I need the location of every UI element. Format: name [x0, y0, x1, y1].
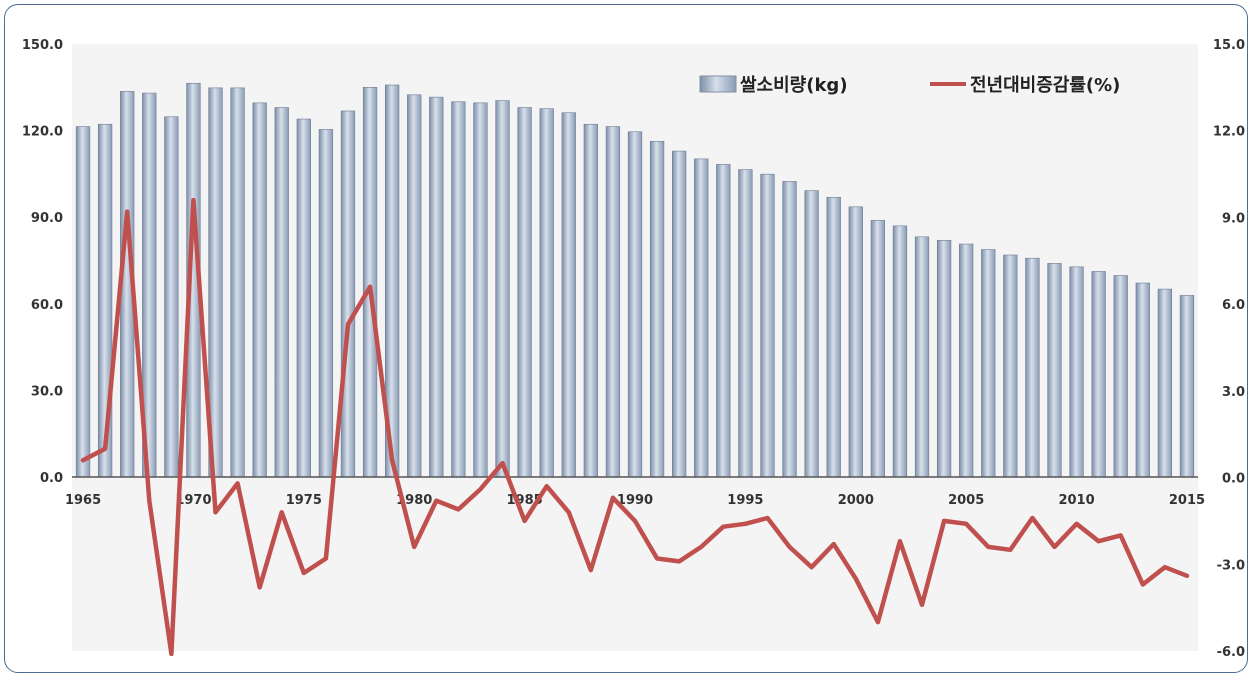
x-tick-label: 2005 — [948, 493, 984, 508]
bar-2004 — [936, 239, 952, 478]
bar-1993 — [694, 158, 709, 478]
bar-2003 — [914, 236, 930, 478]
bar-2011 — [1091, 271, 1106, 478]
bar-1984 — [495, 100, 510, 478]
legend: 쌀소비량(kg) 전년대비증감률(%) — [699, 75, 1120, 96]
bar-1995 — [738, 169, 753, 478]
bar-1991 — [649, 140, 665, 478]
right-tick-label: 12.0 — [1213, 125, 1245, 140]
bar-1975 — [296, 118, 311, 478]
x-tick-label: 1995 — [727, 493, 763, 508]
bar-2006 — [981, 249, 996, 478]
left-axis: 0.0 30.0 60.0 90.0 120.0 150.0 — [22, 38, 63, 486]
bar-2013 — [1135, 282, 1150, 478]
bar-2000 — [848, 206, 863, 478]
right-tick-label: 9.0 — [1222, 211, 1245, 226]
bar-2007 — [1003, 254, 1018, 478]
right-tick-label: -3.0 — [1217, 558, 1245, 573]
bar-2008 — [1025, 257, 1040, 478]
left-tick-label: 60.0 — [31, 298, 63, 313]
bar-1987 — [561, 112, 576, 478]
bar-1990 — [627, 131, 643, 478]
x-tick-label: 1965 — [65, 493, 101, 508]
left-tick-label: 150.0 — [22, 38, 63, 53]
bar-1966 — [97, 123, 113, 478]
right-tick-label: 15.0 — [1213, 38, 1245, 53]
bar-1972 — [230, 87, 245, 478]
right-tick-label: 0.0 — [1222, 472, 1245, 487]
bar-1976 — [318, 129, 334, 478]
bar-2015 — [1179, 295, 1195, 478]
bar-2014 — [1157, 288, 1173, 478]
bar-1980 — [407, 94, 422, 478]
bar-2009 — [1047, 263, 1062, 478]
bar-2001 — [870, 220, 886, 478]
bar-1973 — [252, 102, 267, 478]
bar-1977 — [340, 110, 356, 478]
bar-1986 — [539, 108, 554, 478]
bar-1999 — [826, 196, 841, 478]
left-tick-label: 0.0 — [40, 471, 63, 486]
bar-1992 — [672, 150, 687, 478]
bar-2010 — [1069, 266, 1084, 478]
legend-bar-label: 쌀소비량(kg) — [740, 75, 848, 96]
bar-1981 — [429, 96, 444, 478]
legend-line-label: 전년대비증감률(%) — [970, 75, 1120, 96]
bar-2005 — [959, 243, 974, 478]
left-tick-label: 90.0 — [31, 211, 63, 226]
bar-1969 — [164, 116, 179, 478]
bar-1974 — [274, 107, 289, 478]
x-tick-label: 2015 — [1169, 493, 1205, 508]
right-axis: -6.0 -3.0 0.0 3.0 6.0 9.0 12.0 15.0 — [1213, 38, 1245, 660]
bar-1997 — [782, 181, 797, 478]
right-tick-label: 3.0 — [1222, 385, 1245, 400]
bar-1988 — [583, 123, 598, 478]
bar-1994 — [716, 164, 731, 478]
bar-1989 — [605, 126, 621, 478]
x-tick-label: 2000 — [838, 493, 874, 508]
bars-group — [75, 82, 1195, 478]
left-tick-label: 30.0 — [31, 384, 63, 399]
bar-1985 — [517, 107, 532, 478]
bar-1982 — [451, 101, 466, 478]
bar-1965 — [75, 126, 91, 478]
x-tick-label: 1975 — [286, 493, 322, 508]
bar-1996 — [760, 173, 775, 478]
right-tick-label: -6.0 — [1217, 645, 1245, 660]
legend-bar-swatch — [699, 75, 737, 93]
x-axis: 1965 1970 1975 1980 1985 1990 1995 2000 2005 2010… — [65, 493, 1205, 508]
x-tick-label: 1990 — [617, 493, 653, 508]
x-tick-label: 2010 — [1058, 493, 1094, 508]
bar-1983 — [473, 102, 488, 478]
bar-1998 — [804, 190, 819, 478]
rate-line — [80, 197, 1190, 657]
left-tick-label: 120.0 — [22, 125, 63, 140]
right-tick-label: 6.0 — [1222, 298, 1245, 313]
bar-2002 — [892, 225, 908, 478]
bar-2012 — [1113, 275, 1128, 478]
x-tick-label: 1970 — [175, 493, 211, 508]
bar-1978 — [362, 87, 378, 478]
